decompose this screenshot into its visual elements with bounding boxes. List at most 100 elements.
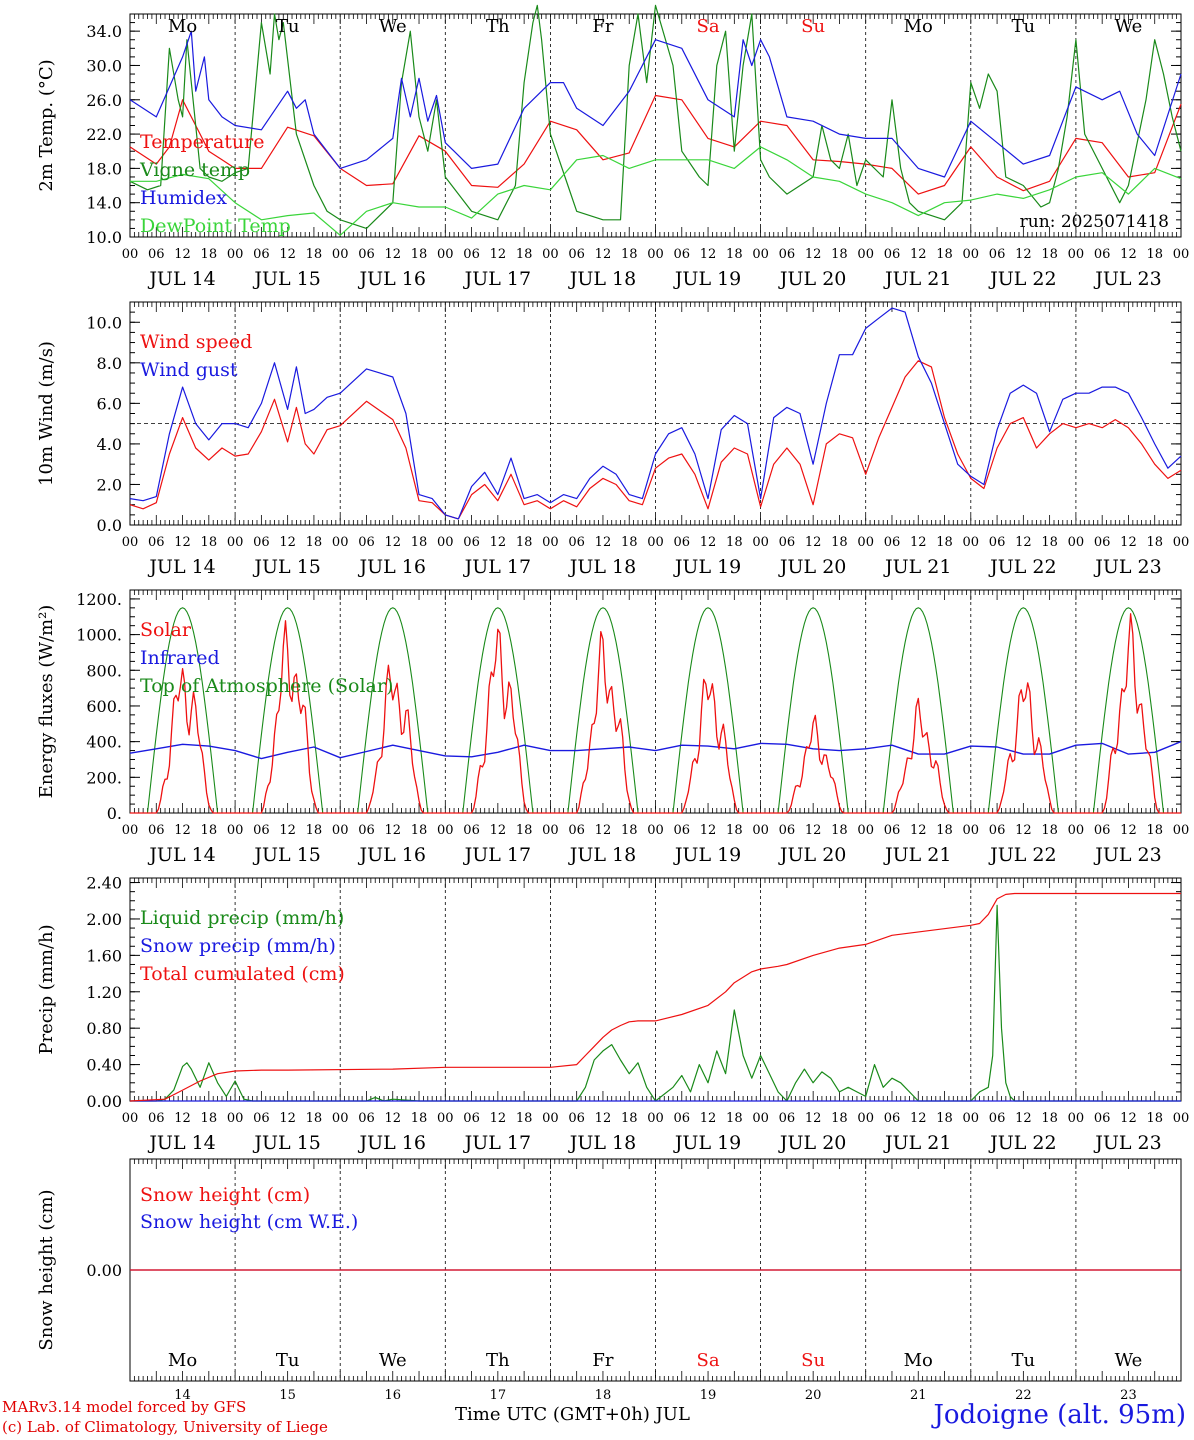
- hour-tick-label: 18: [1146, 1111, 1163, 1126]
- hour-tick-label: 00: [542, 247, 559, 262]
- hour-tick-label: 12: [1120, 1111, 1137, 1126]
- hour-tick-label: 00: [963, 535, 980, 550]
- hour-tick-label: 12: [174, 535, 191, 550]
- date-label: JUL 21: [883, 556, 951, 578]
- date-label: JUL 23: [1093, 844, 1161, 866]
- y-tick-label: 1.60: [86, 946, 122, 965]
- hour-tick-label: 18: [936, 247, 953, 262]
- hour-tick-label: 06: [674, 1111, 691, 1126]
- y-tick-label: 400.: [86, 733, 122, 752]
- hour-tick-label: 12: [279, 247, 296, 262]
- hour-tick-label: 06: [779, 823, 796, 838]
- hour-tick-label: 06: [148, 535, 165, 550]
- plot-frame: [129, 301, 1182, 526]
- hour-tick-label: 12: [700, 823, 717, 838]
- station-name: Jodoigne (alt. 95m): [933, 1400, 1186, 1430]
- date-label: JUL 16: [358, 1132, 426, 1154]
- day-name: Tu: [276, 16, 300, 37]
- hour-tick-label: 12: [595, 535, 612, 550]
- hour-tick-label: 06: [779, 1111, 796, 1126]
- hour-tick-label: 18: [621, 247, 638, 262]
- day-name: Fr: [592, 16, 613, 37]
- hour-tick-label: 06: [463, 535, 480, 550]
- day-name: Sa: [697, 16, 720, 37]
- y-tick-label: 800.: [86, 661, 122, 680]
- plot-frame: [129, 13, 1182, 238]
- hour-tick-label: 00: [1173, 1111, 1190, 1126]
- hour-tick-label: 06: [779, 535, 796, 550]
- legend-entry: Wind gust: [140, 359, 238, 381]
- hour-tick-label: 12: [1120, 247, 1137, 262]
- hour-tick-label: 18: [516, 535, 533, 550]
- y-tick-label: 0.00: [86, 1092, 122, 1111]
- date-label: JUL 23: [1093, 268, 1161, 290]
- date-label: JUL 15: [252, 844, 320, 866]
- hour-tick-label: 18: [726, 535, 743, 550]
- day-number: 17: [490, 1388, 507, 1403]
- y-tick-label: 0.00: [86, 1261, 122, 1280]
- date-label: JUL 19: [673, 844, 741, 866]
- date-label: JUL 16: [358, 556, 426, 578]
- hour-tick-label: 06: [253, 247, 270, 262]
- hour-tick-label: 12: [700, 247, 717, 262]
- hour-tick-label: 12: [700, 1111, 717, 1126]
- hour-tick-label: 18: [621, 1111, 638, 1126]
- hour-tick-label: 06: [884, 535, 901, 550]
- hour-tick-label: 06: [148, 823, 165, 838]
- hour-tick-label: 18: [411, 823, 428, 838]
- hour-tick-label: 18: [411, 535, 428, 550]
- hour-tick-label: 12: [174, 823, 191, 838]
- hour-tick-label: 18: [1146, 535, 1163, 550]
- hour-tick-label: 00: [647, 1111, 664, 1126]
- series-line-3: [129, 30, 1182, 178]
- hour-tick-label: 06: [568, 535, 585, 550]
- hour-tick-label: 00: [963, 1111, 980, 1126]
- legend-entry: Snow precip (mm/h): [140, 935, 336, 957]
- hour-tick-label: 18: [831, 1111, 848, 1126]
- hour-tick-label: 18: [516, 1111, 533, 1126]
- hour-tick-label: 18: [516, 823, 533, 838]
- day-number: 18: [595, 1388, 612, 1403]
- legend-entry: Snow height (cm W.E.): [140, 1211, 358, 1233]
- hour-tick-label: 18: [1041, 535, 1058, 550]
- date-label: JUL 22: [988, 268, 1056, 290]
- series-line-4: [130, 146, 1182, 236]
- y-axis-label: Precip (mm/h): [36, 924, 57, 1054]
- hour-tick-label: 12: [490, 1111, 507, 1126]
- hour-tick-label: 00: [542, 535, 559, 550]
- hour-tick-label: 00: [122, 1111, 139, 1126]
- hour-tick-label: 00: [122, 247, 139, 262]
- hour-tick-label: 00: [752, 823, 769, 838]
- day-number: 20: [805, 1388, 822, 1403]
- hour-tick-label: 00: [1173, 247, 1190, 262]
- legend-entry: Humidex: [140, 187, 227, 209]
- hour-tick-label: 00: [332, 823, 349, 838]
- hour-tick-label: 06: [989, 823, 1006, 838]
- y-tick-label: 2.0: [97, 475, 122, 494]
- hour-tick-label: 18: [831, 535, 848, 550]
- hour-tick-label: 00: [857, 535, 874, 550]
- hour-tick-label: 06: [674, 823, 691, 838]
- hour-tick-label: 00: [542, 1111, 559, 1126]
- day-name: Th: [486, 1350, 510, 1371]
- y-axis-label: Snow height (cm): [36, 1189, 57, 1350]
- hour-tick-label: 06: [358, 247, 375, 262]
- hour-tick-label: 00: [963, 247, 980, 262]
- hour-tick-label: 06: [884, 823, 901, 838]
- hour-tick-label: 12: [384, 1111, 401, 1126]
- hour-tick-label: 12: [490, 823, 507, 838]
- date-label: JUL 15: [252, 268, 320, 290]
- series-line-1: [129, 94, 1182, 195]
- hour-tick-label: 06: [253, 823, 270, 838]
- day-number: 14: [174, 1388, 191, 1403]
- hour-tick-label: 00: [963, 823, 980, 838]
- y-tick-label: 8.0: [97, 354, 122, 373]
- hour-tick-label: 12: [279, 1111, 296, 1126]
- date-label: JUL 19: [673, 1132, 741, 1154]
- hour-tick-label: 06: [253, 1111, 270, 1126]
- series-line-3: [129, 892, 1181, 1102]
- hour-tick-label: 12: [910, 535, 927, 550]
- hour-tick-label: 12: [805, 535, 822, 550]
- hour-tick-label: 00: [857, 1111, 874, 1126]
- hour-tick-label: 12: [174, 247, 191, 262]
